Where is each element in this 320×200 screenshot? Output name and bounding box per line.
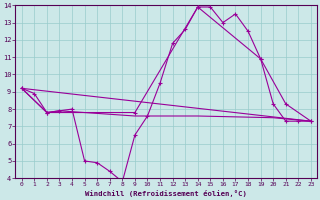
X-axis label: Windchill (Refroidissement éolien,°C): Windchill (Refroidissement éolien,°C) <box>85 190 247 197</box>
